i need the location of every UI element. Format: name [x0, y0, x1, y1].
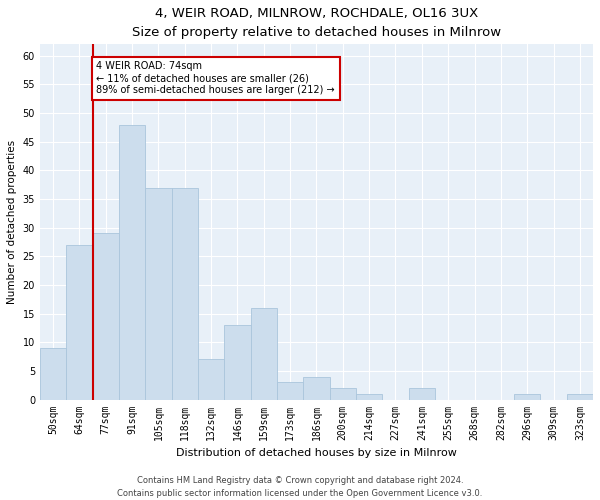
Bar	[198, 360, 224, 400]
Bar	[40, 348, 66, 400]
Bar	[172, 188, 198, 400]
Bar	[409, 388, 435, 400]
Bar	[224, 325, 251, 400]
Bar	[92, 234, 119, 400]
Bar	[277, 382, 303, 400]
Bar	[119, 124, 145, 400]
Bar	[303, 376, 329, 400]
Bar	[514, 394, 541, 400]
X-axis label: Distribution of detached houses by size in Milnrow: Distribution of detached houses by size …	[176, 448, 457, 458]
Bar	[251, 308, 277, 400]
Bar	[567, 394, 593, 400]
Bar	[356, 394, 382, 400]
Y-axis label: Number of detached properties: Number of detached properties	[7, 140, 17, 304]
Bar	[145, 188, 172, 400]
Text: 4 WEIR ROAD: 74sqm
← 11% of detached houses are smaller (26)
89% of semi-detache: 4 WEIR ROAD: 74sqm ← 11% of detached hou…	[97, 62, 335, 94]
Title: 4, WEIR ROAD, MILNROW, ROCHDALE, OL16 3UX
Size of property relative to detached : 4, WEIR ROAD, MILNROW, ROCHDALE, OL16 3U…	[132, 7, 501, 39]
Bar	[66, 245, 92, 400]
Text: Contains HM Land Registry data © Crown copyright and database right 2024.
Contai: Contains HM Land Registry data © Crown c…	[118, 476, 482, 498]
Bar	[329, 388, 356, 400]
